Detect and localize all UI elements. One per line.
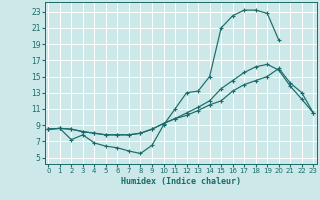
X-axis label: Humidex (Indice chaleur): Humidex (Indice chaleur) — [121, 177, 241, 186]
